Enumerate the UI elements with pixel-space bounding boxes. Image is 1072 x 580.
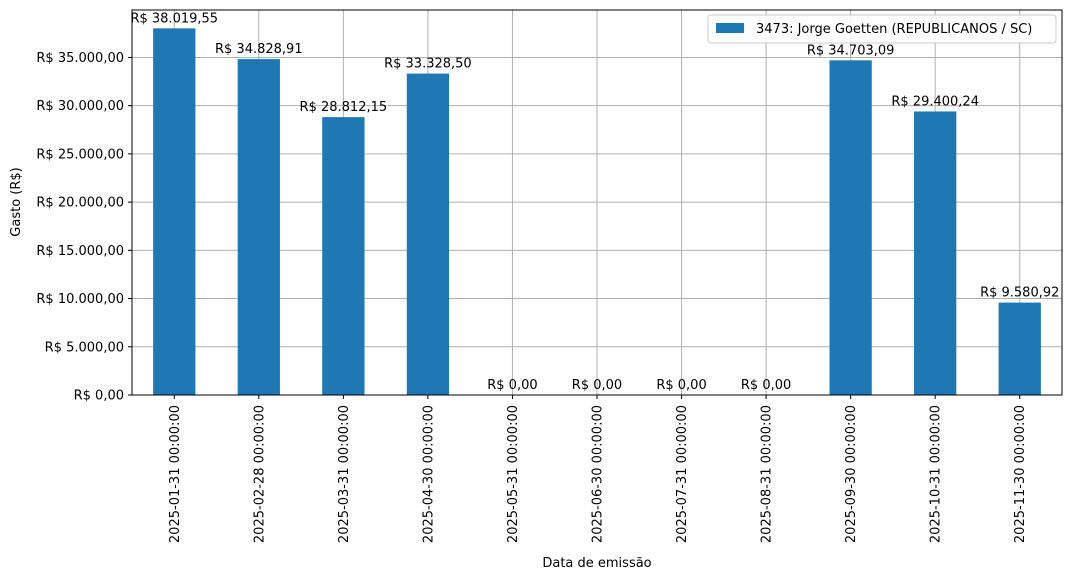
x-tick-label: 2025-10-31 00:00:00 bbox=[929, 405, 944, 543]
data-label: R$ 0,00 bbox=[741, 378, 791, 393]
x-tick-label: 2025-09-30 00:00:00 bbox=[844, 405, 859, 543]
y-tick-label: R$ 15.000,00 bbox=[36, 244, 124, 259]
x-tick-label: 2025-08-31 00:00:00 bbox=[760, 405, 775, 543]
y-tick-label: R$ 0,00 bbox=[74, 389, 124, 404]
bar bbox=[153, 28, 196, 395]
data-label: R$ 38.019,55 bbox=[130, 11, 218, 26]
legend: 3473: Jorge Goetten (REPUBLICANOS / SC) bbox=[707, 14, 1057, 44]
y-tick-label: R$ 10.000,00 bbox=[36, 292, 124, 307]
x-tick-label: 2025-06-30 00:00:00 bbox=[591, 405, 606, 543]
x-tick-label: 2025-01-31 00:00:00 bbox=[168, 405, 183, 543]
legend-frame bbox=[707, 14, 1057, 44]
bar bbox=[914, 111, 957, 395]
x-tick-label: 2025-07-31 00:00:00 bbox=[675, 405, 690, 543]
y-tick-label: R$ 25.000,00 bbox=[36, 147, 124, 162]
data-label: R$ 29.400,24 bbox=[891, 94, 979, 109]
bar bbox=[829, 60, 872, 395]
x-tick-label: 2025-04-30 00:00:00 bbox=[421, 405, 436, 543]
data-label: R$ 33.328,50 bbox=[384, 57, 472, 72]
x-axis-title: Data de emissão bbox=[542, 556, 651, 571]
data-labels: R$ 38.019,55 R$ 34.828,91 R$ 28.812,15 R$ 3… bbox=[130, 11, 1059, 393]
legend-swatch bbox=[716, 23, 744, 33]
data-label: R$ 34.703,09 bbox=[807, 43, 895, 58]
y-tick-label: R$ 35.000,00 bbox=[36, 51, 124, 66]
legend-label: 3473: Jorge Goetten (REPUBLICANOS / SC) bbox=[756, 22, 1032, 37]
x-tick-label: 2025-02-28 00:00:00 bbox=[252, 405, 267, 543]
y-tick-label: R$ 20.000,00 bbox=[36, 196, 124, 211]
tick-labels: R$ 0,00 R$ 5.000,00 R$ 10.000,00 R$ 15.000,… bbox=[36, 51, 1028, 543]
y-tick-label: R$ 5.000,00 bbox=[45, 340, 124, 355]
data-label: R$ 0,00 bbox=[572, 378, 622, 393]
data-label: R$ 0,00 bbox=[487, 378, 537, 393]
data-label: R$ 28.812,15 bbox=[300, 100, 388, 115]
bar bbox=[322, 117, 365, 395]
data-label: R$ 34.828,91 bbox=[215, 42, 303, 57]
bar bbox=[998, 302, 1041, 395]
data-label: R$ 9.580,92 bbox=[980, 286, 1059, 301]
bars bbox=[153, 28, 1041, 396]
x-tick-label: 2025-03-31 00:00:00 bbox=[337, 405, 352, 543]
y-tick-label: R$ 30.000,00 bbox=[36, 99, 124, 114]
bar bbox=[237, 59, 280, 395]
bar bbox=[406, 73, 450, 396]
y-axis-title: Gasto (R$) bbox=[9, 167, 24, 236]
x-tick-label: 2025-11-30 00:00:00 bbox=[1013, 405, 1028, 543]
x-tick-label: 2025-05-31 00:00:00 bbox=[506, 405, 521, 543]
data-label: R$ 0,00 bbox=[656, 378, 706, 393]
